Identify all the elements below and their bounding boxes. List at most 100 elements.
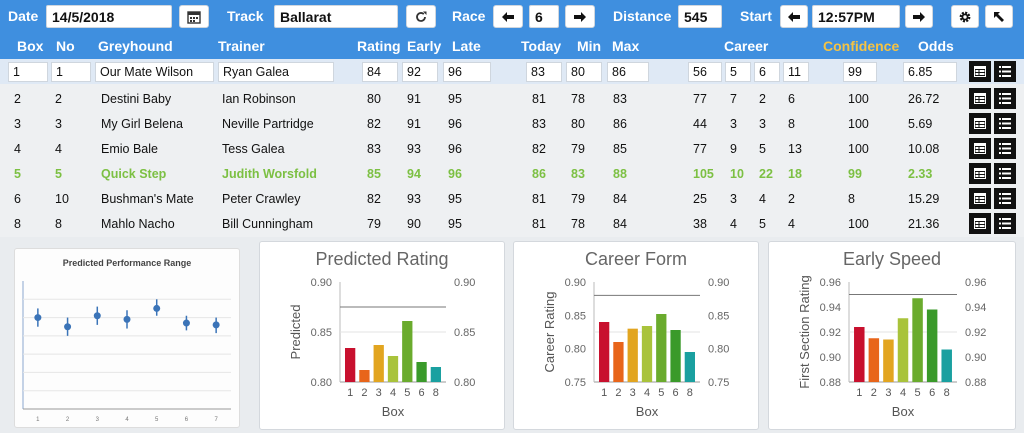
greyhound-cell[interactable]: Mahlo Nacho bbox=[101, 217, 175, 231]
col-box[interactable]: Box bbox=[17, 38, 44, 54]
today-cell: 86 bbox=[532, 167, 546, 181]
x-tick-label: 4 bbox=[125, 417, 129, 423]
bar bbox=[897, 318, 909, 382]
data-point bbox=[93, 312, 101, 320]
table-view-icon bbox=[974, 143, 986, 154]
refresh-button[interactable] bbox=[406, 5, 436, 28]
greyhound-cell[interactable]: My Girl Belena bbox=[101, 117, 183, 131]
late-field[interactable]: 96 bbox=[443, 62, 491, 82]
list-view-button[interactable] bbox=[994, 138, 1016, 159]
race-prev-button[interactable] bbox=[493, 5, 523, 28]
trainer-cell: Ian Robinson bbox=[222, 92, 296, 106]
career-thirds-field[interactable]: 11 bbox=[783, 62, 809, 82]
table-row[interactable]: 4 4 Emio Bale Tess Galea 83 93 96 82 79 … bbox=[0, 136, 1024, 161]
list-view-button[interactable] bbox=[994, 188, 1016, 209]
table-view-button[interactable] bbox=[969, 88, 991, 109]
col-no[interactable]: No bbox=[56, 38, 75, 54]
greyhound-cell[interactable]: Emio Bale bbox=[101, 142, 158, 156]
bar bbox=[373, 345, 384, 382]
col-trainer[interactable]: Trainer bbox=[218, 38, 265, 54]
table-view-button[interactable] bbox=[969, 188, 991, 209]
race-field[interactable]: 6 bbox=[529, 5, 559, 28]
col-early[interactable]: Early bbox=[407, 38, 442, 54]
bar bbox=[912, 298, 923, 382]
start-next-button[interactable] bbox=[905, 5, 933, 28]
arrow-up-left-icon bbox=[994, 11, 1004, 22]
early-speed-panel: Early Speed 0.96 0.96 0.94 0.94 0.92 0.92 0.90… bbox=[768, 241, 1016, 430]
career-seconds-field[interactable]: 6 bbox=[754, 62, 780, 82]
table-view-icon bbox=[974, 118, 986, 129]
table-view-icon bbox=[974, 93, 986, 104]
col-today[interactable]: Today bbox=[521, 38, 562, 54]
box-field[interactable]: 1 bbox=[8, 62, 48, 82]
col-max[interactable]: Max bbox=[612, 38, 640, 54]
start-time-field[interactable]: 12:57PM bbox=[812, 5, 900, 28]
table-row[interactable]: 5 5 Quick Step Judith Worsfold 85 94 96 … bbox=[0, 161, 1024, 186]
x-tick-label: 5 bbox=[658, 387, 664, 399]
calendar-button[interactable] bbox=[179, 5, 209, 28]
track-field[interactable]: Ballarat bbox=[274, 5, 398, 28]
min-field[interactable]: 80 bbox=[566, 62, 602, 82]
career-starts-field[interactable]: 56 bbox=[688, 62, 722, 82]
greyhound-cell[interactable]: Destini Baby bbox=[101, 92, 172, 106]
table-view-button[interactable] bbox=[969, 138, 991, 159]
col-confidence[interactable]: Confidence bbox=[823, 38, 900, 54]
table-view-button[interactable] bbox=[969, 163, 991, 184]
table-view-button[interactable] bbox=[969, 113, 991, 134]
list-view-button[interactable] bbox=[994, 113, 1016, 134]
greyhound-cell[interactable]: Quick Step bbox=[101, 167, 167, 181]
bar bbox=[868, 338, 880, 382]
data-point bbox=[34, 314, 42, 322]
col-min[interactable]: Min bbox=[577, 38, 602, 54]
list-view-button[interactable] bbox=[994, 88, 1016, 109]
x-axis-label: Box bbox=[636, 404, 659, 419]
col-greyhound[interactable]: Greyhound bbox=[98, 38, 173, 54]
date-field[interactable]: 14/5/2018 bbox=[46, 5, 172, 28]
max-field[interactable]: 86 bbox=[607, 62, 649, 82]
x-tick-label: 3 bbox=[885, 387, 891, 399]
distance-field[interactable]: 545 bbox=[678, 5, 722, 28]
race-next-button[interactable] bbox=[565, 5, 595, 28]
confidence-field[interactable]: 99 bbox=[843, 62, 877, 82]
settings-button[interactable] bbox=[951, 5, 979, 28]
popout-button[interactable] bbox=[985, 5, 1013, 28]
early-cell: 91 bbox=[407, 117, 421, 131]
table-view-button[interactable] bbox=[969, 213, 991, 234]
bar bbox=[670, 330, 681, 382]
table-view-button[interactable] bbox=[969, 61, 991, 82]
gear-icon bbox=[959, 11, 971, 22]
no-cell: 3 bbox=[55, 117, 62, 131]
today-field[interactable]: 83 bbox=[526, 62, 562, 82]
x-tick-label: 1 bbox=[856, 387, 862, 399]
table-row[interactable]: 6 10 Bushman's Mate Peter Crawley 82 93 … bbox=[0, 186, 1024, 211]
early-speed-chart: 0.96 0.96 0.94 0.94 0.92 0.92 0.90 0.90 0.88 0.88… bbox=[797, 275, 986, 419]
bar bbox=[656, 314, 667, 382]
y-tick-label-right: 0.94 bbox=[965, 302, 986, 314]
table-row[interactable]: 1 1 Our Mate Wilson Ryan Galea 84 92 96 … bbox=[0, 59, 1024, 84]
trainer-field[interactable]: Ryan Galea bbox=[218, 62, 334, 82]
x-tick-label: 4 bbox=[644, 387, 650, 399]
early-field[interactable]: 92 bbox=[402, 62, 438, 82]
col-rating[interactable]: Rating bbox=[357, 38, 401, 54]
career-wins-field[interactable]: 5 bbox=[725, 62, 751, 82]
table-row[interactable]: 3 3 My Girl Belena Neville Partridge 82 … bbox=[0, 111, 1024, 136]
odds-cell: 10.08 bbox=[908, 142, 940, 156]
career-starts-cell: 25 bbox=[693, 192, 707, 206]
odds-field[interactable]: 6.85 bbox=[903, 62, 957, 82]
col-late[interactable]: Late bbox=[452, 38, 481, 54]
career-wins-cell: 4 bbox=[730, 217, 737, 231]
greyhound-cell[interactable]: Bushman's Mate bbox=[101, 192, 194, 206]
no-cell: 10 bbox=[55, 192, 69, 206]
col-career[interactable]: Career bbox=[724, 38, 769, 54]
greyhound-field[interactable]: Our Mate Wilson bbox=[95, 62, 214, 82]
list-view-button[interactable] bbox=[994, 61, 1016, 82]
y-tick-label-right: 0.96 bbox=[965, 277, 986, 289]
table-row[interactable]: 8 8 Mahlo Nacho Bill Cunningham 79 90 95… bbox=[0, 211, 1024, 236]
table-row[interactable]: 2 2 Destini Baby Ian Robinson 80 91 95 8… bbox=[0, 86, 1024, 111]
rating-field[interactable]: 84 bbox=[362, 62, 398, 82]
no-field[interactable]: 1 bbox=[51, 62, 91, 82]
list-view-button[interactable] bbox=[994, 163, 1016, 184]
list-view-button[interactable] bbox=[994, 213, 1016, 234]
col-odds[interactable]: Odds bbox=[918, 38, 954, 54]
start-prev-button[interactable] bbox=[780, 5, 808, 28]
